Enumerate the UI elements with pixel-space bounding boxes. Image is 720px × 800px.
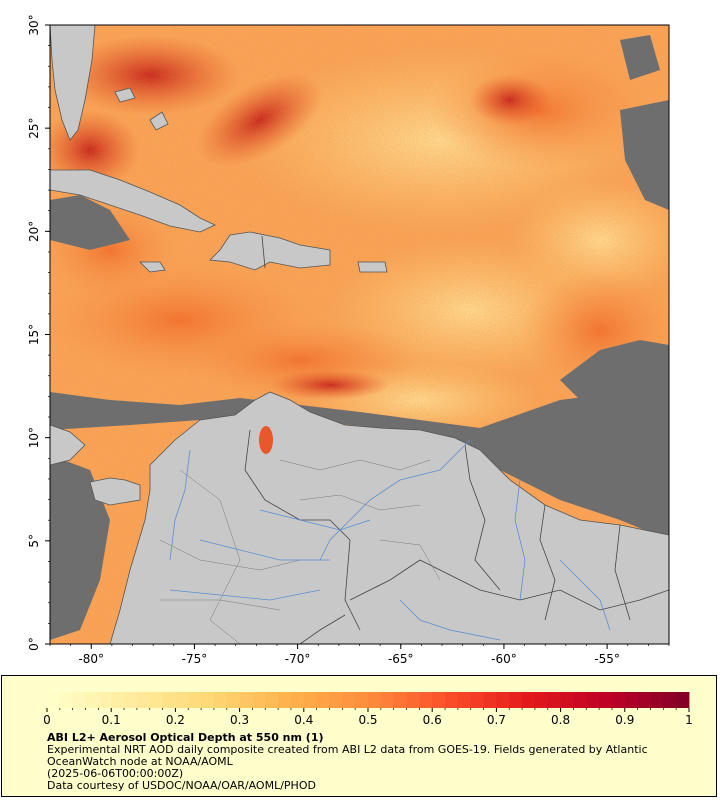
land-south-america: [109, 391, 669, 644]
y-tick-label: 15°: [27, 324, 41, 345]
caption-title: ABI L2+ Aerosol Optical Depth at 550 nm …: [47, 731, 324, 744]
no-data-ne-1: [620, 100, 669, 210]
land-masses: [50, 25, 669, 644]
y-tick-label: 20°: [27, 221, 41, 242]
aod-map: -80° -75° -70° -65° -60° -55° 0° 5° 10° 15° 20° 25…: [27, 14, 670, 666]
border-venezuela-brazil: [349, 559, 669, 611]
land-cuba: [50, 169, 216, 233]
admin-line-2: [279, 459, 431, 471]
no-data-regions: [50, 35, 669, 640]
land-hispaniola: [209, 231, 331, 271]
river-rio-negro: [399, 599, 501, 641]
river-branco: [559, 559, 611, 631]
land-puerto-rico: [357, 261, 388, 273]
x-tick-label: -80°: [78, 652, 104, 666]
x-tick-label: -60°: [491, 652, 517, 666]
x-tick-label: -65°: [388, 652, 414, 666]
caption-timestamp: (2025-06-06T00:00:00Z): [47, 767, 184, 780]
land-bahamas-1: [114, 87, 136, 103]
x-tick-label: -70°: [285, 652, 311, 666]
land-bahamas-2: [149, 111, 169, 131]
river-apure: [259, 509, 371, 531]
river-guaviare: [169, 589, 321, 601]
river-magdalena: [169, 449, 191, 561]
caption-description: Experimental NRT AOD daily composite cre…: [47, 743, 648, 756]
no-data-west: [50, 455, 110, 640]
border-colombia-venezuela: [244, 429, 361, 631]
river-orinoco: [319, 439, 471, 561]
y-tick-label: 25°: [27, 118, 41, 139]
river-meta: [199, 539, 330, 561]
admin-line-6: [160, 599, 281, 611]
land-panama-colombia: [89, 477, 141, 506]
no-data-caribbean: [50, 388, 669, 540]
land-florida: [50, 25, 96, 141]
no-data-ne-2: [620, 35, 660, 80]
country-borders: [244, 235, 669, 644]
admin-lines: [159, 459, 441, 644]
land-central-america: [50, 424, 86, 466]
border-haiti-dr: [261, 235, 266, 269]
river-essequibo: [514, 479, 526, 601]
y-tick-label: 0°: [27, 637, 41, 651]
y-tick-label: 30°: [27, 14, 41, 35]
border-colombia-brazil: [299, 614, 346, 644]
x-axis: -80° -75° -70° -65° -60° -55°: [49, 644, 670, 666]
land-jamaica: [139, 261, 166, 273]
admin-line-3: [299, 494, 421, 511]
admin-line-4: [159, 539, 301, 571]
x-tick-label: -55°: [594, 652, 620, 666]
border-guyana-suriname: [539, 504, 556, 621]
border-suriname-french-guiana: [614, 524, 631, 621]
lake-maracaibo: [259, 426, 273, 454]
no-data-nw: [50, 195, 130, 250]
y-axis: 0° 5° 10° 15° 20° 25° 30°: [27, 14, 50, 651]
no-data-east: [560, 340, 669, 420]
rivers: [169, 439, 611, 641]
admin-line-1: [179, 469, 241, 644]
caption-credit: Data courtesy of USDOC/NOAA/OAR/AOML/PHO…: [47, 779, 316, 792]
border-venezuela-guyana: [464, 444, 501, 591]
caption-description-cont: OceanWatch node at NOAA/AOML: [47, 755, 233, 768]
y-tick-label: 10°: [27, 427, 41, 448]
x-tick-label: -75°: [182, 652, 208, 666]
admin-line-5: [379, 539, 441, 581]
map-panel: -80° -75° -70° -65° -60° -55° 0° 5° 10° 15° 20° 25…: [27, 14, 670, 666]
y-tick-label: 5°: [27, 534, 41, 548]
